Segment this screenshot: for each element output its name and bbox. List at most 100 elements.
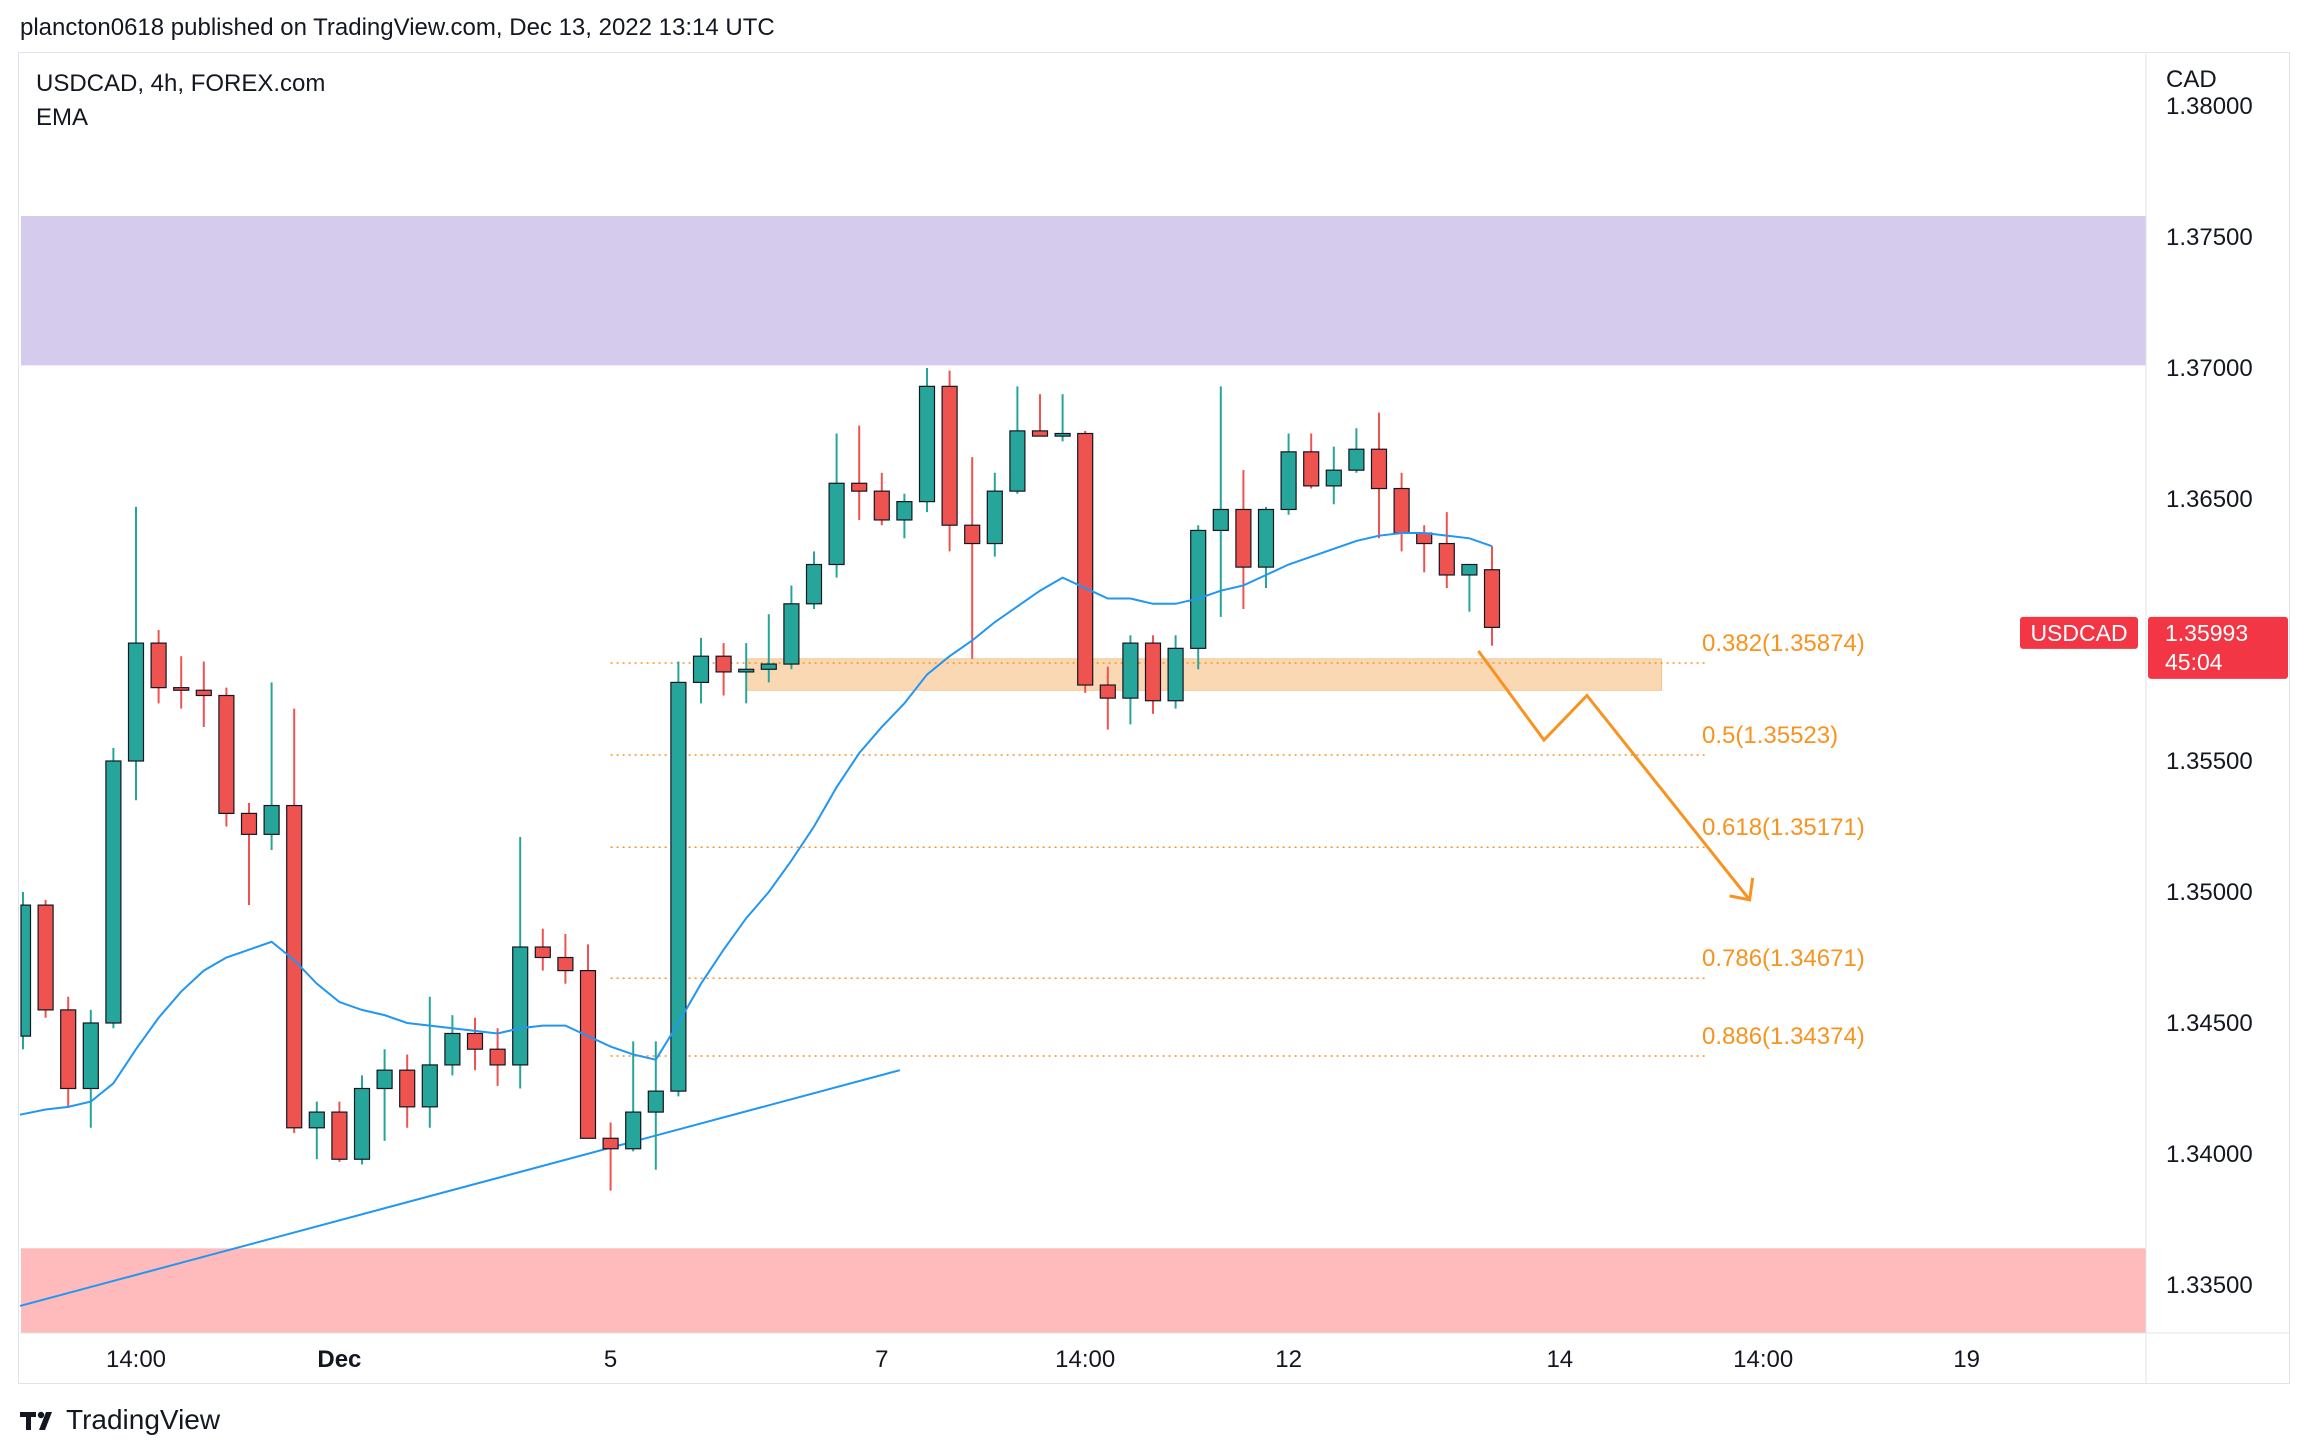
- candle: [760, 614, 777, 683]
- fib-level-label: 0.886(1.34374): [1702, 1023, 1865, 1050]
- price-tag-price: 1.35993: [2165, 620, 2248, 646]
- candle-body: [534, 946, 551, 959]
- candle: [1009, 386, 1026, 494]
- time-tick-label: 12: [1275, 1346, 1302, 1373]
- candle: [105, 747, 122, 1029]
- candle: [1483, 546, 1501, 646]
- candle: [466, 1017, 484, 1071]
- candle: [1438, 512, 1455, 589]
- candle-body: [692, 655, 710, 684]
- price-tick-label: 1.36500: [2166, 486, 2253, 513]
- candle-body: [760, 663, 777, 670]
- candle: [805, 551, 823, 610]
- candle: [1461, 563, 1478, 612]
- price-tick-label: 1.35500: [2166, 748, 2253, 775]
- candle-body: [444, 1032, 461, 1066]
- candle: [1031, 394, 1049, 437]
- candle-body: [376, 1069, 393, 1090]
- candle-body: [1303, 451, 1320, 487]
- candle: [692, 637, 710, 704]
- fib-level-label: 0.618(1.35171): [1702, 814, 1865, 841]
- candle-body: [353, 1087, 371, 1160]
- candle-body: [805, 563, 823, 605]
- zones-layer: [21, 216, 2146, 1333]
- candle: [625, 1041, 642, 1152]
- candle-body: [873, 490, 890, 521]
- zone-fib-zone: [745, 658, 1662, 691]
- candle-body: [986, 490, 1003, 545]
- candle: [1348, 428, 1365, 473]
- zone-supply: [21, 216, 2146, 366]
- fib-level-label: 0.786(1.34671): [1702, 945, 1865, 972]
- candle: [353, 1075, 371, 1165]
- candle: [331, 1101, 348, 1162]
- candle-body: [1393, 487, 1410, 534]
- candle-body: [331, 1111, 348, 1160]
- candle-body: [1190, 529, 1207, 649]
- indicator-name[interactable]: EMA: [36, 104, 89, 131]
- candle-body: [173, 687, 190, 691]
- candle: [738, 643, 755, 704]
- candle: [534, 928, 551, 971]
- candle: [602, 1122, 619, 1191]
- time-tick-label: 14: [1546, 1346, 1573, 1373]
- candle: [1280, 433, 1297, 515]
- candle-body: [1280, 451, 1297, 511]
- candle: [1190, 525, 1207, 670]
- projection-path: [1477, 650, 1751, 901]
- fib-level-label: 0.5(1.35523): [1702, 722, 1838, 749]
- candle: [873, 472, 890, 526]
- candle-body: [1348, 448, 1365, 471]
- candle-body: [670, 681, 687, 1092]
- symbol-title[interactable]: USDCAD, 4h, FOREX.com: [36, 70, 326, 97]
- footer-brand[interactable]: TradingView: [20, 1404, 220, 1436]
- fib-levels-layer: 0.382(1.35874) 0.5(1.35523) 0.618(1.35171)…: [610, 630, 1865, 1057]
- candle: [1077, 430, 1094, 693]
- candle-body: [1438, 542, 1455, 576]
- candle-body: [489, 1048, 506, 1066]
- candle-body: [1461, 563, 1478, 576]
- ema-line: [19, 532, 1493, 1116]
- candle: [127, 506, 145, 801]
- candle: [1393, 472, 1410, 552]
- candle: [828, 433, 845, 578]
- candle-body: [1325, 469, 1342, 487]
- candle-body: [1235, 508, 1252, 568]
- candle-body: [127, 642, 145, 762]
- candle-body: [828, 482, 845, 566]
- price-tag-symbol: USDCAD: [2030, 620, 2127, 646]
- candle: [263, 682, 280, 851]
- time-tick-label: 14:00: [106, 1346, 166, 1373]
- candle-body: [20, 904, 32, 1037]
- candle: [986, 472, 1003, 557]
- candle: [444, 1015, 461, 1076]
- candle-body: [37, 904, 54, 1011]
- candle: [1212, 386, 1229, 617]
- candle: [218, 687, 235, 827]
- candle: [579, 944, 597, 1139]
- candle-body: [1077, 432, 1094, 686]
- candle-body: [1031, 430, 1049, 437]
- candle-body: [195, 689, 212, 697]
- candle: [1257, 506, 1275, 589]
- candle-body: [557, 956, 574, 972]
- candle-body: [150, 642, 167, 689]
- price-tag-layer: USDCAD 1.35993 45:04: [2020, 616, 2288, 679]
- candle-body: [1257, 508, 1275, 568]
- candle: [647, 1041, 664, 1170]
- price-tag-symbol-box: [2020, 616, 2138, 649]
- candle-body: [1054, 432, 1071, 437]
- price-tick-label: 1.37000: [2166, 355, 2253, 382]
- brand-name: TradingView: [66, 1404, 221, 1435]
- candle: [715, 643, 732, 696]
- candle-body: [738, 668, 755, 673]
- candle: [783, 585, 800, 670]
- candle: [489, 1028, 506, 1086]
- candle: [1099, 666, 1116, 730]
- candle: [195, 661, 212, 727]
- projection-arrowhead: [1729, 877, 1755, 902]
- candle: [1167, 635, 1184, 709]
- chart-frame[interactable]: [18, 52, 2290, 1384]
- candle: [851, 425, 868, 520]
